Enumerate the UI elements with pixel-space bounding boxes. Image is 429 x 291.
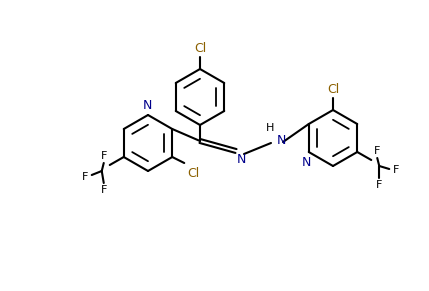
Text: F: F xyxy=(100,185,107,195)
Text: Cl: Cl xyxy=(327,83,339,96)
Text: F: F xyxy=(100,151,107,161)
Text: N: N xyxy=(302,156,311,169)
Text: H: H xyxy=(266,123,274,133)
Text: Cl: Cl xyxy=(194,42,206,55)
Text: F: F xyxy=(376,180,382,190)
Text: Cl: Cl xyxy=(187,167,199,180)
Text: F: F xyxy=(393,165,400,175)
Text: N: N xyxy=(237,153,246,166)
Text: F: F xyxy=(82,172,88,182)
Text: N: N xyxy=(277,134,287,146)
Text: F: F xyxy=(374,146,381,156)
Text: N: N xyxy=(142,99,152,112)
